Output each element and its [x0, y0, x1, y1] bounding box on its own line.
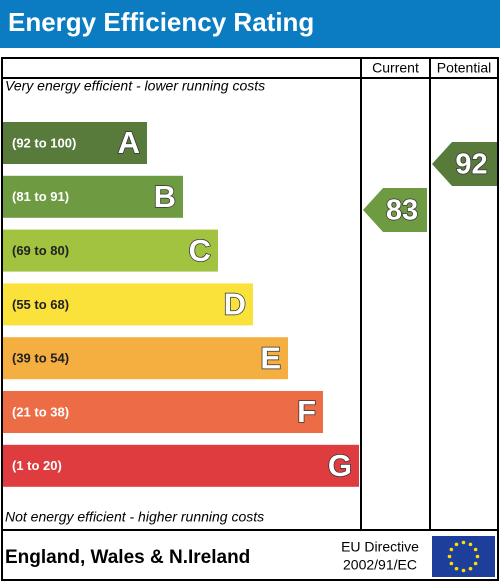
band-range: (69 to 80): [12, 243, 69, 258]
band-letter: E: [260, 340, 281, 375]
band-range: (55 to 68): [12, 297, 69, 312]
title: Energy Efficiency Rating: [8, 7, 314, 37]
band-range: (81 to 91): [12, 189, 69, 204]
eu-star: [461, 568, 466, 573]
band-bar: [3, 337, 288, 380]
band-letter: C: [189, 233, 211, 268]
eu-star: [468, 566, 473, 571]
band-bar: [3, 444, 359, 487]
eu-star: [475, 554, 480, 559]
band-bar: [3, 283, 253, 326]
title-bar: [0, 0, 500, 48]
eu-star: [454, 566, 459, 571]
band-letter: F: [297, 394, 316, 429]
rating-arrow: [432, 142, 497, 186]
band-range: (39 to 54): [12, 351, 69, 366]
rating-arrow: [363, 188, 427, 232]
eu-star: [461, 540, 466, 545]
band-letter: A: [118, 125, 140, 160]
band-bar: [3, 122, 147, 164]
rating-value: 92: [455, 149, 487, 181]
eu-star: [449, 561, 454, 566]
band-letter: D: [224, 287, 246, 322]
rating-value: 83: [386, 195, 418, 227]
band-bar: [3, 175, 183, 218]
column-header: Potential: [437, 60, 491, 76]
directive: 2002/91/EC: [343, 557, 417, 573]
eu-star: [473, 547, 478, 552]
band-bar: [3, 229, 218, 272]
directive: EU Directive: [341, 539, 419, 555]
eu-stars: [447, 540, 480, 573]
band-bar: [3, 391, 323, 433]
band-letter: G: [328, 448, 352, 483]
band-range: (21 to 38): [12, 404, 69, 419]
top-note: Very energy efficient - lower running co…: [5, 78, 265, 94]
bottom-note: Not energy efficient - higher running co…: [5, 509, 264, 525]
frame: [1, 57, 499, 581]
eu-star: [447, 554, 452, 559]
band-range: (92 to 100): [12, 135, 76, 150]
eu-star: [468, 542, 473, 547]
column-header: Current: [372, 60, 419, 76]
band-range: (1 to 20): [12, 458, 62, 473]
region: England, Wales & N.Ireland: [5, 547, 250, 568]
eu-star: [449, 547, 454, 552]
band-letter: B: [154, 179, 176, 214]
eu-star: [473, 561, 478, 566]
eu-star: [454, 542, 459, 547]
